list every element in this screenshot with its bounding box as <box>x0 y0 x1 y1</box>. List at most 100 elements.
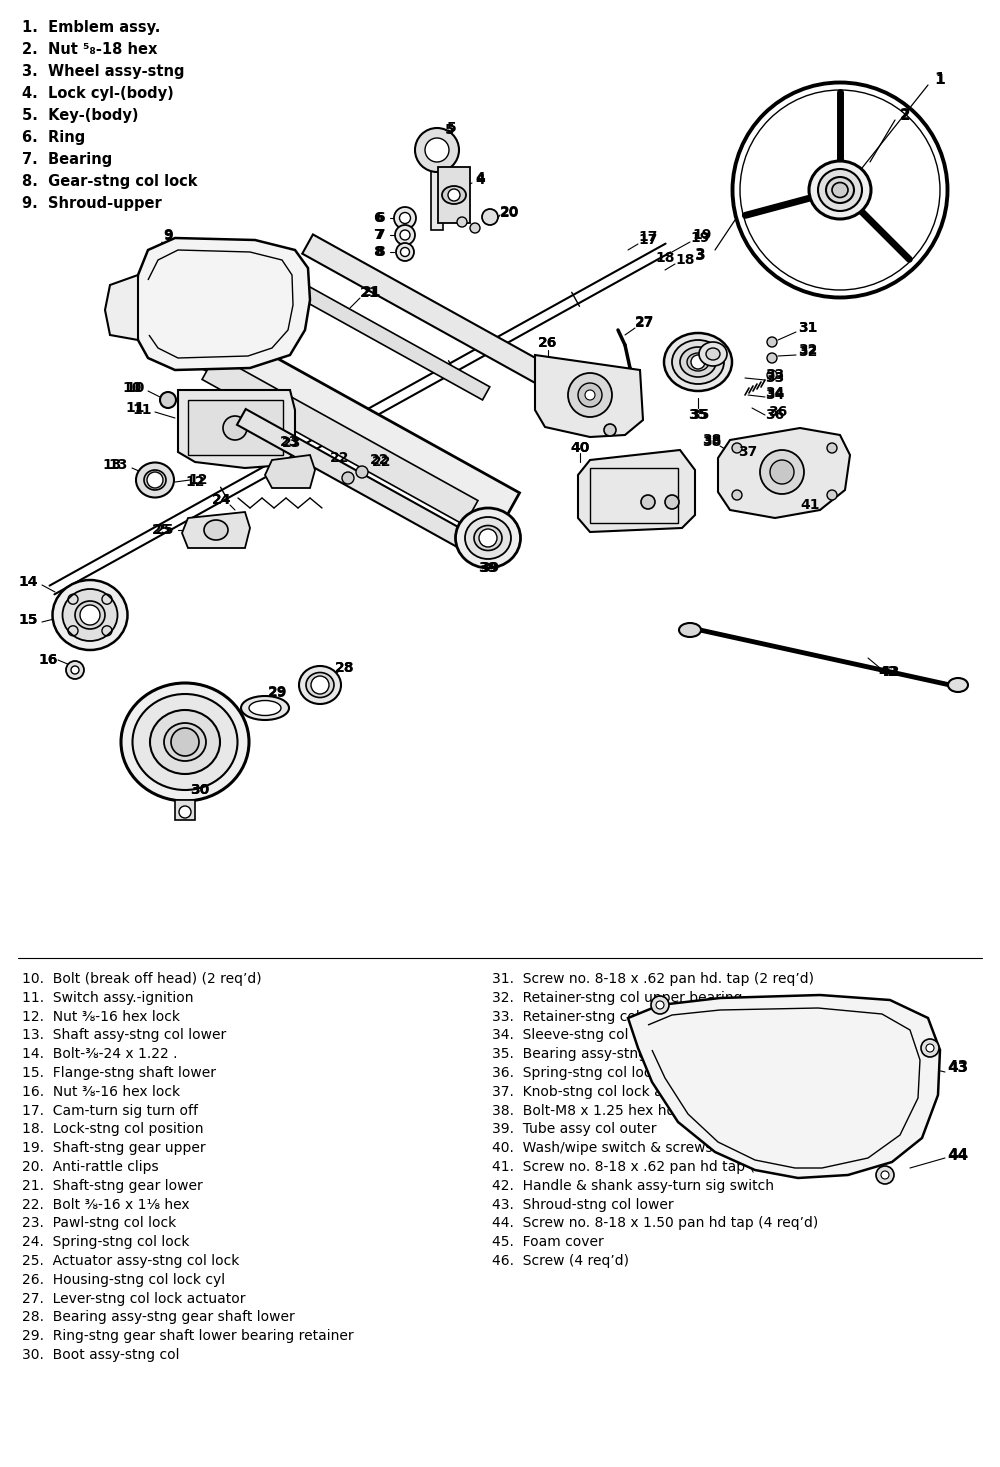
Circle shape <box>770 461 794 484</box>
Text: 22: 22 <box>372 455 392 469</box>
Polygon shape <box>135 238 310 370</box>
Ellipse shape <box>204 519 228 540</box>
Polygon shape <box>237 409 473 552</box>
Circle shape <box>457 217 467 227</box>
Polygon shape <box>718 428 850 518</box>
Text: 43: 43 <box>948 1061 968 1075</box>
Circle shape <box>760 450 804 494</box>
Text: 1: 1 <box>935 72 945 88</box>
Circle shape <box>741 461 755 475</box>
Circle shape <box>147 472 163 489</box>
Text: 26: 26 <box>538 336 558 351</box>
Ellipse shape <box>809 161 871 219</box>
Text: 14: 14 <box>18 575 38 588</box>
Ellipse shape <box>121 684 249 801</box>
Text: 40: 40 <box>570 442 590 455</box>
Text: 35: 35 <box>688 408 708 422</box>
Ellipse shape <box>164 723 206 761</box>
Text: 39.  Tube assy col outer: 39. Tube assy col outer <box>492 1122 656 1137</box>
Text: 26: 26 <box>538 336 558 351</box>
Text: 21.  Shaft-stng gear lower: 21. Shaft-stng gear lower <box>22 1179 203 1193</box>
Polygon shape <box>535 355 643 437</box>
Text: 7: 7 <box>373 227 383 242</box>
Text: 32: 32 <box>798 343 818 356</box>
Text: 13.  Shaft assy-stng col lower: 13. Shaft assy-stng col lower <box>22 1028 226 1043</box>
Text: 27.  Lever-stng col lock actuator: 27. Lever-stng col lock actuator <box>22 1291 246 1306</box>
Text: 18.  Lock-stng col position: 18. Lock-stng col position <box>22 1122 204 1137</box>
Circle shape <box>400 248 410 257</box>
Text: 15.  Flange-stng shaft lower: 15. Flange-stng shaft lower <box>22 1067 216 1080</box>
Text: 44: 44 <box>948 1149 968 1162</box>
Ellipse shape <box>730 452 766 484</box>
Polygon shape <box>175 800 195 820</box>
Text: 34.  Sleeve-stng col upper bearing: 34. Sleeve-stng col upper bearing <box>492 1028 731 1043</box>
Ellipse shape <box>672 340 724 384</box>
Text: 22: 22 <box>330 450 350 465</box>
Circle shape <box>311 676 329 694</box>
Text: 35: 35 <box>690 408 710 422</box>
Text: 6: 6 <box>375 211 385 224</box>
Text: 11: 11 <box>125 400 145 415</box>
Text: 10.  Bolt (break off head) (2 req’d): 10. Bolt (break off head) (2 req’d) <box>22 973 262 986</box>
Polygon shape <box>200 327 520 533</box>
Circle shape <box>881 1171 889 1179</box>
Text: 19: 19 <box>690 230 710 245</box>
Polygon shape <box>628 995 940 1178</box>
Text: 25: 25 <box>155 524 175 537</box>
Circle shape <box>876 1166 894 1184</box>
Text: 21: 21 <box>362 285 382 299</box>
Ellipse shape <box>144 469 166 490</box>
Ellipse shape <box>679 623 701 637</box>
Text: 44.  Screw no. 8-18 x 1.50 pan hd tap (4 req’d): 44. Screw no. 8-18 x 1.50 pan hd tap (4 … <box>492 1216 818 1231</box>
Text: 12: 12 <box>188 472 208 487</box>
Text: 39: 39 <box>480 560 500 575</box>
Text: 3: 3 <box>695 248 705 263</box>
Bar <box>188 400 283 455</box>
Text: 36: 36 <box>768 405 788 420</box>
Text: 41: 41 <box>800 497 820 512</box>
Text: 43: 43 <box>947 1061 969 1075</box>
Ellipse shape <box>456 508 520 568</box>
Text: 3: 3 <box>695 248 705 263</box>
Text: 2: 2 <box>900 109 910 122</box>
Text: 8.  Gear-stng col lock: 8. Gear-stng col lock <box>22 175 198 189</box>
Text: 6: 6 <box>373 211 383 224</box>
Text: 30: 30 <box>190 783 210 797</box>
Text: 15: 15 <box>18 613 38 626</box>
Text: 4.  Lock cyl-(body): 4. Lock cyl-(body) <box>22 87 174 101</box>
Circle shape <box>926 1045 934 1052</box>
Text: 5: 5 <box>445 123 455 136</box>
Text: 26.  Housing-stng col lock cyl: 26. Housing-stng col lock cyl <box>22 1273 225 1287</box>
Circle shape <box>479 530 497 547</box>
Text: 33: 33 <box>765 368 785 381</box>
Text: 20.  Anti-rattle clips: 20. Anti-rattle clips <box>22 1160 159 1174</box>
Ellipse shape <box>737 459 759 477</box>
Text: 33.  Retainer-stng col upper bearing: 33. Retainer-stng col upper bearing <box>492 1009 742 1024</box>
Text: 6.  Ring: 6. Ring <box>22 131 85 145</box>
Text: 9: 9 <box>163 227 173 242</box>
Text: 44: 44 <box>947 1147 969 1162</box>
Text: 10: 10 <box>125 381 145 395</box>
Circle shape <box>80 604 100 625</box>
Text: 14.  Bolt-⅜-24 x 1.22 .: 14. Bolt-⅜-24 x 1.22 . <box>22 1047 178 1061</box>
Text: 27: 27 <box>635 315 655 329</box>
Circle shape <box>921 1039 939 1058</box>
Ellipse shape <box>132 694 238 791</box>
Text: 36.  Spring-stng col lock: 36. Spring-stng col lock <box>492 1067 660 1080</box>
Circle shape <box>732 443 742 453</box>
Polygon shape <box>182 512 250 549</box>
Text: 39: 39 <box>478 560 498 575</box>
Text: 5.  Key-(body): 5. Key-(body) <box>22 109 138 123</box>
Text: 23.  Pawl-stng col lock: 23. Pawl-stng col lock <box>22 1216 176 1231</box>
Text: 38: 38 <box>702 433 722 447</box>
Text: 17.  Cam-turn sig turn off: 17. Cam-turn sig turn off <box>22 1103 198 1118</box>
Circle shape <box>415 128 459 172</box>
Ellipse shape <box>136 462 174 497</box>
Ellipse shape <box>465 516 511 559</box>
Bar <box>590 468 678 524</box>
Circle shape <box>223 417 247 440</box>
Text: 16: 16 <box>38 653 58 667</box>
Ellipse shape <box>723 446 773 490</box>
Text: 28: 28 <box>335 662 355 675</box>
Text: 32: 32 <box>798 345 818 359</box>
